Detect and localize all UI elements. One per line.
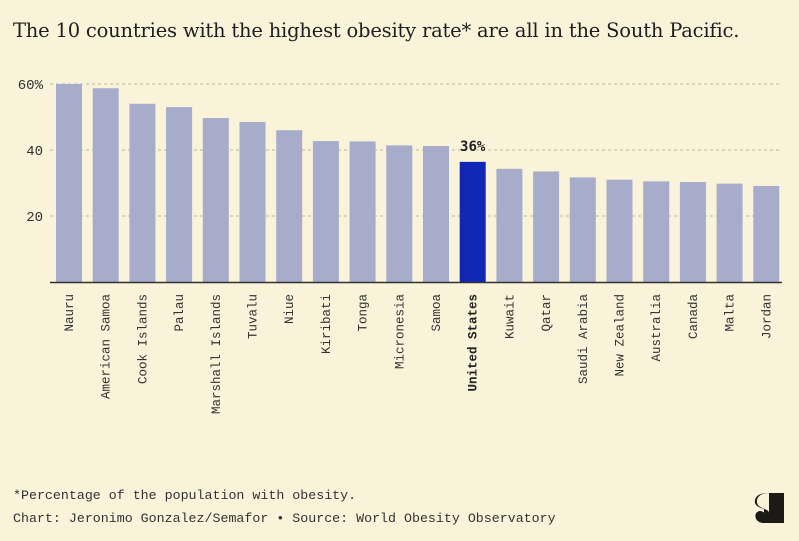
chart-title: The 10 countries with the highest obesit… (13, 19, 740, 42)
category-label: Marshall Islands (210, 294, 224, 414)
category-label: American Samoa (100, 294, 114, 400)
category-label: Palau (173, 294, 187, 332)
bar-chart: 60% 40 20 Nauru American Samoa Cook Islands P… (18, 78, 782, 415)
category-label: Samoa (430, 294, 444, 332)
category-label: Jordan (760, 294, 774, 339)
category-label: Kiribati (320, 294, 334, 354)
category-label: Kuwait (503, 294, 517, 339)
bar (753, 185, 780, 282)
source-credit: Chart: Jeronimo Gonzalez/Semafor • Sourc… (13, 511, 556, 526)
category-label: Qatar (540, 294, 554, 332)
bar (129, 103, 156, 282)
bar (349, 141, 376, 282)
bar (606, 179, 633, 282)
category-label: Australia (650, 294, 664, 362)
semafor-logo (752, 491, 788, 525)
category-label: Cook Islands (136, 294, 150, 384)
category-label: Tonga (357, 294, 371, 332)
bar (312, 141, 339, 282)
footnote: *Percentage of the population with obesi… (13, 488, 357, 503)
bar (56, 84, 82, 282)
category-label: Saudi Arabia (577, 294, 591, 385)
bar (166, 107, 193, 282)
bar (386, 145, 413, 282)
category-labels: Nauru American Samoa Cook Islands Palau Mars… (63, 294, 774, 415)
semafor-logo-icon (754, 493, 784, 523)
bar (569, 177, 596, 282)
y-tick-label: 40 (26, 144, 43, 160)
bar (276, 130, 303, 282)
annotations: 36% (460, 139, 486, 155)
bar (716, 183, 743, 282)
y-tick-label: 20 (26, 210, 43, 226)
bar (239, 121, 266, 282)
bar (496, 168, 523, 282)
bar (643, 181, 670, 282)
category-label: New Zealand (614, 294, 628, 377)
category-label: Canada (687, 294, 701, 340)
bar-highlighted (459, 161, 486, 282)
bar (92, 88, 119, 282)
data-label: 36% (460, 139, 486, 155)
bar (423, 146, 449, 282)
category-label: Niue (283, 294, 297, 324)
bars (56, 84, 780, 283)
bar (202, 117, 229, 283)
bar (679, 182, 706, 282)
category-label: United States (467, 294, 481, 392)
category-label: Malta (724, 294, 738, 332)
y-tick-label: 60% (18, 78, 44, 94)
category-label: Micronesia (393, 294, 407, 370)
category-label: Nauru (63, 294, 77, 332)
bar (533, 171, 560, 282)
category-label: Tuvalu (247, 294, 261, 339)
